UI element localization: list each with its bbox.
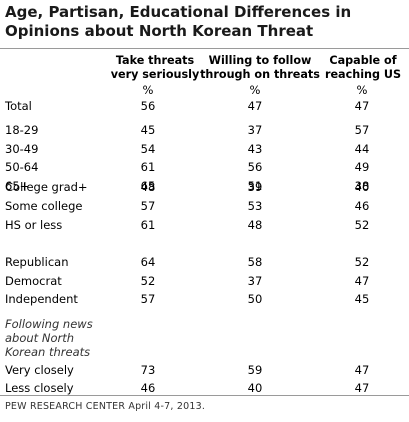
data-cell: 58 xyxy=(247,255,263,269)
row-label: Some college xyxy=(5,199,83,213)
data-cell: 47 xyxy=(354,99,370,113)
data-cell: 73 xyxy=(140,363,156,377)
column-header-capable-reaching-us: Capable of reaching US xyxy=(318,54,408,82)
data-cell: 45 xyxy=(140,123,156,137)
data-cell: 51 xyxy=(247,179,263,193)
row-label: Democrat xyxy=(5,274,62,288)
data-cell: 47 xyxy=(354,274,370,288)
data-cell: 57 xyxy=(140,199,156,213)
data-cell: 50 xyxy=(247,292,263,306)
group-subheading-line: about North xyxy=(5,331,74,345)
data-cell: 65 xyxy=(140,179,156,193)
data-cell: 48 xyxy=(140,180,156,194)
data-cell: 47 xyxy=(247,99,263,113)
row-label: 65+ xyxy=(5,179,30,193)
data-cell: 52 xyxy=(354,218,370,232)
column-header-take-threats: Take threats very seriously xyxy=(100,54,210,82)
column-header-line: Willing to follow xyxy=(208,54,312,67)
data-cell: 53 xyxy=(247,199,263,213)
data-cell: 47 xyxy=(354,363,370,377)
row-label: Very closely xyxy=(5,363,74,377)
data-cell: 64 xyxy=(140,255,156,269)
data-cell: 47 xyxy=(354,381,370,395)
data-cell: 49 xyxy=(354,160,370,174)
data-cell: 52 xyxy=(140,274,156,288)
row-label: Republican xyxy=(5,255,69,269)
data-cell: 40 xyxy=(247,381,263,395)
top-rule xyxy=(0,48,409,49)
data-cell: 37 xyxy=(247,123,263,137)
column-header-line: very seriously xyxy=(110,68,200,81)
chart-title-line-1: Age, Partisan, Educational Differences i… xyxy=(5,3,352,21)
row-label: Total xyxy=(5,99,32,113)
unit-label: % xyxy=(249,83,261,97)
data-cell: 46 xyxy=(140,381,156,395)
unit-label: % xyxy=(356,83,368,97)
unit-label: % xyxy=(142,83,154,97)
data-cell: 38 xyxy=(354,179,370,193)
row-label: Independent xyxy=(5,292,78,306)
group-subheading-line: Korean threats xyxy=(5,345,91,359)
data-cell: 45 xyxy=(354,292,370,306)
row-label: Less closely xyxy=(5,381,74,395)
data-cell: 40 xyxy=(354,180,370,194)
data-cell: 61 xyxy=(140,160,156,174)
group-subheading-line: Following news xyxy=(5,317,93,331)
data-cell: 52 xyxy=(354,255,370,269)
data-cell: 46 xyxy=(354,199,370,213)
row-label: 50-64 xyxy=(5,160,39,174)
row-label: 30-49 xyxy=(5,142,39,156)
data-cell: 56 xyxy=(247,160,263,174)
column-header-line: Take threats xyxy=(115,54,195,67)
bottom-rule xyxy=(0,395,409,396)
chart-title-line-2: Opinions about North Korean Threat xyxy=(5,22,314,40)
data-cell: 54 xyxy=(140,142,156,156)
data-cell: 57 xyxy=(140,292,156,306)
data-cell: 44 xyxy=(354,142,370,156)
chart-title: Age, Partisan, Educational Differences i… xyxy=(5,3,351,41)
data-cell: 39 xyxy=(247,180,263,194)
data-cell: 56 xyxy=(140,99,156,113)
data-cell: 37 xyxy=(247,274,263,288)
column-header-line: reaching US xyxy=(324,68,402,81)
row-label: College grad+ xyxy=(5,180,88,194)
data-cell: 59 xyxy=(247,363,263,377)
row-label: HS or less xyxy=(5,218,63,232)
source-note: PEW RESEARCH CENTER April 4-7, 2013. xyxy=(5,401,206,412)
row-label: 18-29 xyxy=(5,123,39,137)
column-header-willing-to-follow: Willing to follow through on threats xyxy=(196,54,324,82)
data-cell: 61 xyxy=(140,218,156,232)
data-cell: 48 xyxy=(247,218,263,232)
data-cell: 57 xyxy=(354,123,370,137)
column-header-line: Capable of xyxy=(329,54,397,67)
data-cell: 43 xyxy=(247,142,263,156)
column-header-line: through on threats xyxy=(200,68,320,81)
